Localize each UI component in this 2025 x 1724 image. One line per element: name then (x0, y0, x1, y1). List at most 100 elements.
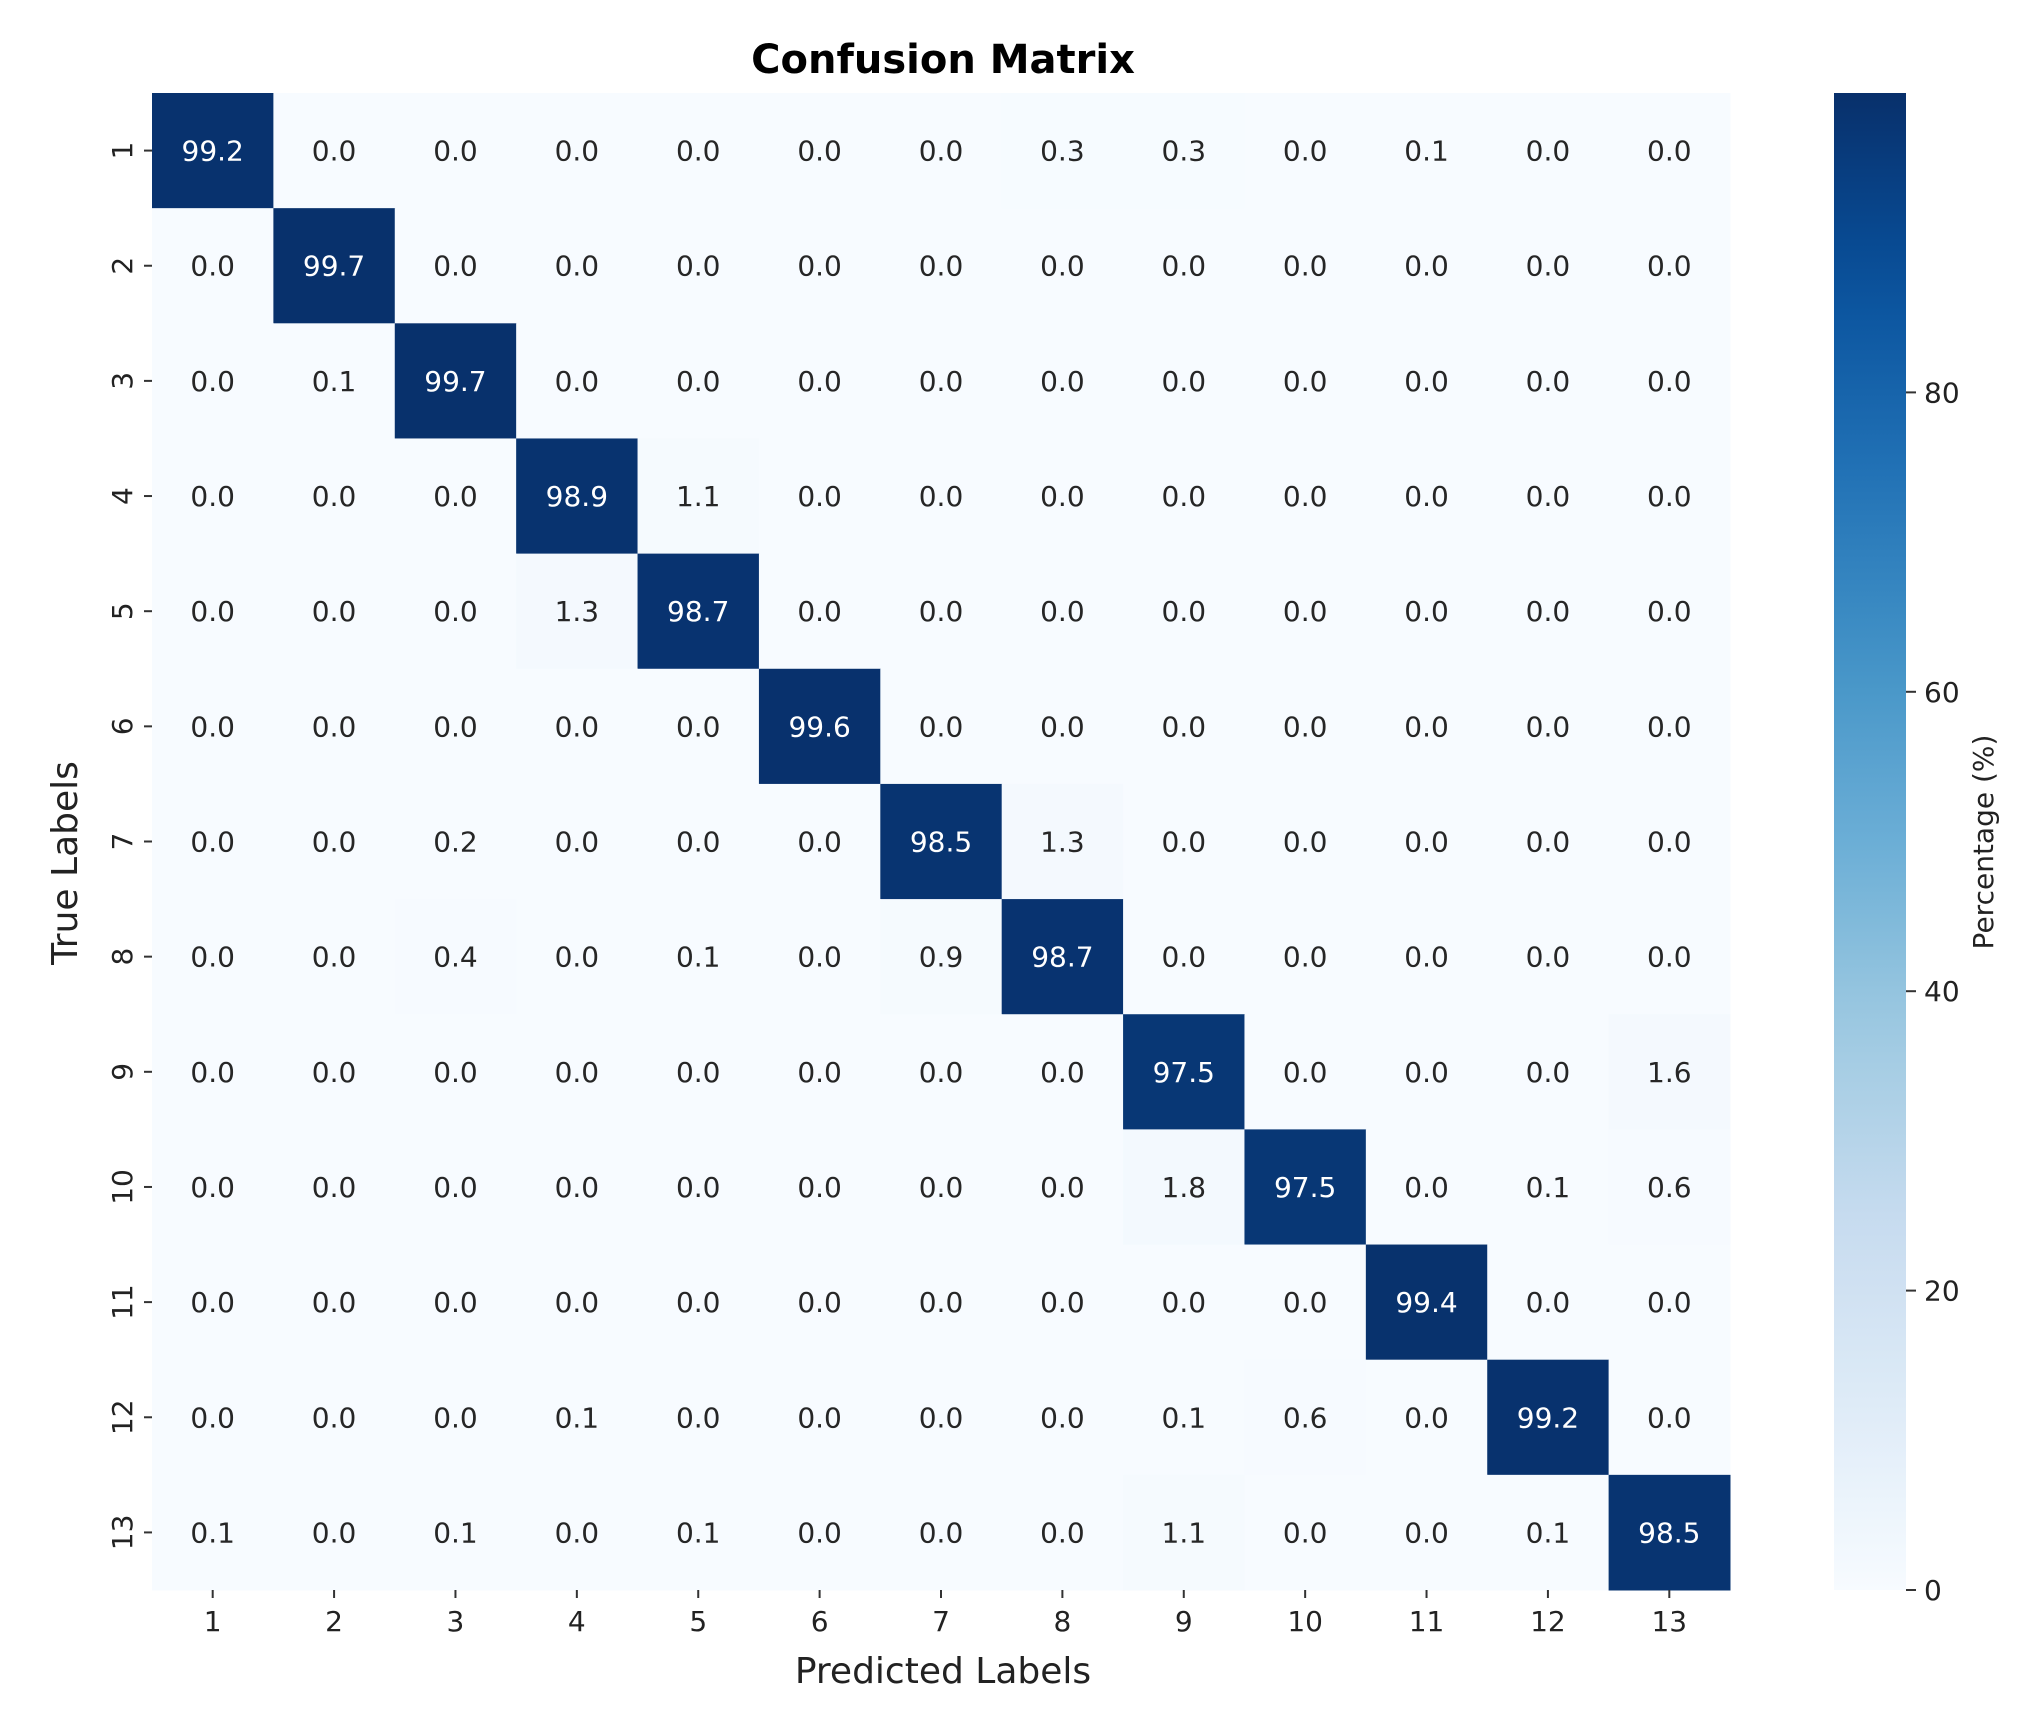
cell-value-r8-c12: 0.0 (1526, 941, 1571, 974)
heatmap-cell-r12-c7 (880, 1359, 1003, 1476)
heatmap-cell-labels: 99.2 0.0 0.0 0.0 0.0 0.0 0.0 0.3 0.3 0.0 0.1 0.0 0.0… (182, 135, 1701, 1550)
heatmap-cell-r8-c3 (394, 899, 517, 1015)
heatmap-cell-r7-c9 (1123, 783, 1245, 900)
cell-value-r9-c11: 0.0 (1404, 1056, 1449, 1089)
cell-value-r13-c9: 1.1 (1162, 1516, 1207, 1549)
cell-value-r11-c2: 0.0 (312, 1286, 357, 1319)
cell-value-r12-c13: 0.0 (1647, 1401, 1692, 1434)
cell-value-r7-c4: 0.0 (555, 826, 600, 859)
heatmap-cell-r7-c8 (1001, 783, 1124, 900)
cell-value-r4-c13: 0.0 (1647, 480, 1692, 513)
heatmap-cell-r12-c13 (1608, 1359, 1731, 1476)
cell-value-r3-c10: 0.0 (1283, 365, 1328, 398)
cell-value-r10-c9: 1.8 (1162, 1171, 1207, 1204)
heatmap-cell-r13-c7 (880, 1474, 1003, 1591)
y-tick-label-1: 1 (106, 142, 139, 160)
cell-value-r8-c8: 98.7 (1031, 941, 1093, 974)
cell-value-r13-c12: 0.1 (1526, 1516, 1571, 1549)
cell-value-r12-c3: 0.0 (433, 1401, 478, 1434)
cell-value-r12-c11: 0.0 (1404, 1401, 1449, 1434)
heatmap-cell-r5-c6 (758, 553, 881, 670)
heatmap-cell-r4-c9 (1123, 438, 1245, 555)
heatmap-cell-r9-c1 (152, 1014, 274, 1130)
heatmap-cell-r12-c10 (1244, 1359, 1367, 1476)
heatmap-cell-r12-c1 (152, 1359, 274, 1476)
x-tick-label-6: 6 (811, 1605, 829, 1638)
cell-value-r1-c1: 99.2 (182, 135, 244, 168)
cell-value-r5-c2: 0.0 (312, 595, 357, 628)
heatmap-cell-r4-c2 (273, 438, 396, 555)
cell-value-r2-c8: 0.0 (1040, 250, 1085, 283)
cell-value-r3-c8: 0.0 (1040, 365, 1085, 398)
heatmap-cell-r7-c6 (758, 783, 881, 900)
cell-value-r10-c6: 0.0 (797, 1171, 842, 1204)
heatmap-cell-r8-c6 (758, 899, 881, 1015)
cell-value-r1-c2: 0.0 (312, 135, 357, 168)
heatmap-cell-r7-c10 (1244, 783, 1367, 900)
heatmap-cell-r8-c5 (637, 899, 760, 1015)
heatmap-cell-r3-c1 (152, 323, 274, 439)
heatmap-cell-r3-c4 (516, 323, 639, 439)
cell-value-r9-c1: 0.0 (190, 1056, 235, 1089)
cell-value-r13-c2: 0.0 (312, 1516, 357, 1549)
heatmap-cell-r10-c4 (516, 1129, 639, 1246)
cell-value-r13-c6: 0.0 (797, 1516, 842, 1549)
heatmap-cell-r9-c4 (516, 1014, 639, 1130)
cell-value-r12-c5: 0.0 (676, 1401, 721, 1434)
cell-value-r6-c9: 0.0 (1162, 710, 1207, 743)
cell-value-r8-c2: 0.0 (312, 941, 357, 974)
cell-value-r2-c2: 99.7 (303, 250, 365, 283)
y-tick-label-2: 2 (106, 257, 139, 275)
heatmap-cell-r13-c13 (1608, 1474, 1731, 1591)
cell-value-r10-c2: 0.0 (312, 1171, 357, 1204)
cell-value-r3-c7: 0.0 (919, 365, 964, 398)
heatmap-cell-r11-c13 (1608, 1244, 1731, 1361)
cell-value-r7-c10: 0.0 (1283, 826, 1328, 859)
colorbar-ticks: 0 20 40 60 80 (1906, 376, 1960, 1607)
cell-value-r9-c12: 0.0 (1526, 1056, 1571, 1089)
heatmap-cell-r9-c9 (1123, 1014, 1245, 1130)
cell-value-r9-c5: 0.0 (676, 1056, 721, 1089)
heatmap-cell-r9-c10 (1244, 1014, 1367, 1130)
cell-value-r2-c12: 0.0 (1526, 250, 1571, 283)
cell-value-r1-c7: 0.0 (919, 135, 964, 168)
heatmap-cell-r4-c3 (394, 438, 517, 555)
cell-value-r6-c8: 0.0 (1040, 710, 1085, 743)
heatmap-cell-r7-c12 (1487, 783, 1610, 900)
y-tick-label-9: 9 (106, 1063, 139, 1081)
heatmap-cell-r2-c3 (394, 208, 517, 324)
heatmap-cell-r6-c4 (516, 668, 639, 785)
heatmap-cell-r6-c6 (758, 668, 881, 785)
cell-value-r6-c5: 0.0 (676, 710, 721, 743)
cell-value-r7-c6: 0.0 (797, 826, 842, 859)
heatmap-cell-r3-c6 (758, 323, 881, 439)
heatmap-cell-r9-c3 (394, 1014, 517, 1130)
heatmap-cell-r6-c8 (1001, 668, 1124, 785)
heatmap-cell-r2-c1 (152, 208, 274, 324)
heatmap-cell-r4-c6 (758, 438, 881, 555)
cell-value-r6-c13: 0.0 (1647, 710, 1692, 743)
heatmap-cell-r4-c12 (1487, 438, 1610, 555)
cell-value-r7-c13: 0.0 (1647, 826, 1692, 859)
cell-value-r4-c9: 0.0 (1162, 480, 1207, 513)
cell-value-r4-c5: 1.1 (676, 480, 721, 513)
heatmap-cell-r11-c1 (152, 1244, 274, 1361)
y-tick-label-12: 12 (106, 1399, 139, 1435)
cell-value-r8-c1: 0.0 (190, 941, 235, 974)
heatmap-cell-r10-c10 (1244, 1129, 1367, 1246)
heatmap-cell-r9-c6 (758, 1014, 881, 1130)
heatmap-cell-r5-c2 (273, 553, 396, 670)
cell-value-r1-c8: 0.3 (1040, 135, 1085, 168)
cell-value-r12-c2: 0.0 (312, 1401, 357, 1434)
heatmap-cell-r13-c12 (1487, 1474, 1610, 1591)
y-tick-label-6: 6 (106, 717, 139, 735)
heatmap-cell-r13-c1 (152, 1474, 274, 1591)
x-tick-label-12: 12 (1530, 1605, 1566, 1638)
heatmap-cell-r12-c2 (273, 1359, 396, 1476)
cell-value-r6-c6: 99.6 (788, 710, 850, 743)
cell-value-r6-c4: 0.0 (555, 710, 600, 743)
cell-value-r5-c7: 0.0 (919, 595, 964, 628)
cell-value-r5-c8: 0.0 (1040, 595, 1085, 628)
cell-value-r1-c13: 0.0 (1647, 135, 1692, 168)
cell-value-r7-c2: 0.0 (312, 826, 357, 859)
